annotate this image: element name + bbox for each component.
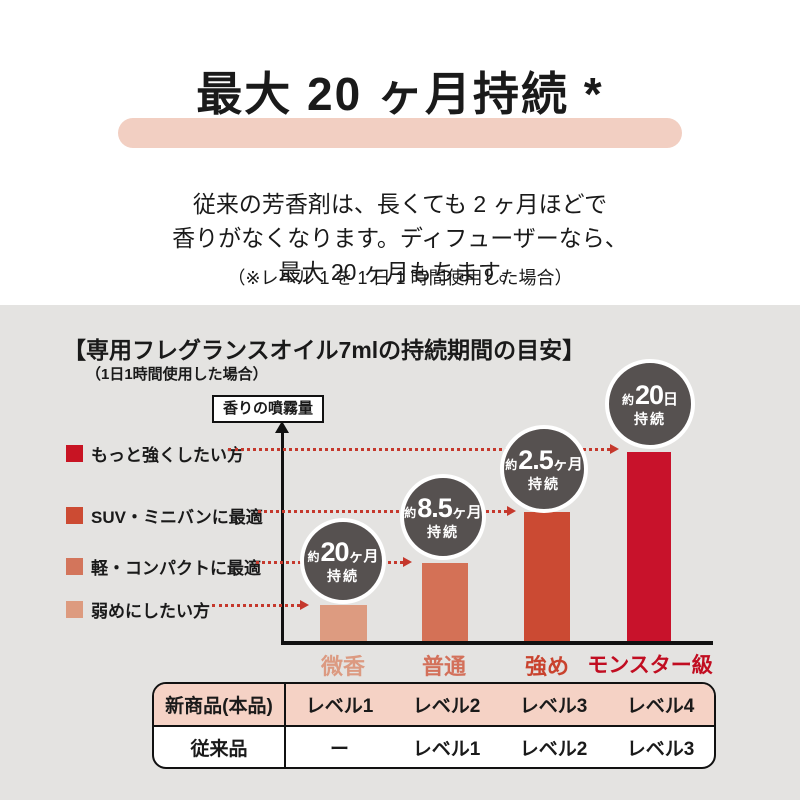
legend-item-suv: SUV・ミニバンに最適 (66, 503, 263, 528)
suffix-label: 持続 (528, 476, 560, 492)
table-row-new-product: 新商品(本品) レベル1 レベル2 レベル3 レベル4 (154, 684, 714, 727)
intro-line-3: 最大 20 ヶ月もちます。 (278, 259, 522, 285)
legend-swatch-icon (66, 445, 83, 462)
row-header: 新商品(本品) (154, 684, 286, 725)
legend-label: もっと強くしたい方 (91, 446, 244, 465)
chart-heading: 【専用フレグランスオイル7mlの持続期間の目安】 (63, 337, 586, 363)
intro-note: （※レベル 1 を 1 日 1 時間使用した場合） (227, 268, 573, 288)
intro-line-1: 従来の芳香剤は、長くても 2 ヶ月ほどで (192, 191, 608, 217)
duration-value: 約 20 日 (622, 382, 678, 409)
duration-badge-tsuyome: 約 2.5 ヶ月 持続 (500, 425, 588, 513)
intro-line-2: 香りがなくなります。ディフューザーなら、 (172, 225, 628, 251)
x-label-monster: モンスター級 (587, 654, 713, 677)
bar-futsuu (422, 563, 468, 641)
x-label-futsuu: 普通 (421, 654, 466, 679)
dotted-arrow-to-bar-4 (228, 444, 619, 454)
chart-panel: 【専用フレグランスオイル7mlの持続期間の目安】 （1日1時間使用した場合） 香… (0, 305, 800, 800)
legend-item-strongest: もっと強くしたい方 (66, 441, 244, 466)
dotted-arrow-to-bar-1 (212, 600, 309, 610)
level-comparison-table: 新商品(本品) レベル1 レベル2 レベル3 レベル4 従来品 ー レベル1 レ… (152, 682, 716, 769)
legend-label: 軽・コンパクトに最適 (91, 559, 261, 578)
value-label: 20 (320, 537, 349, 567)
legend-item-weak: 弱めにしたい方 (66, 597, 210, 622)
table-cell: レベル2 (412, 696, 481, 717)
unit-label: 日 (663, 391, 679, 408)
approx-label: 約 (404, 506, 417, 520)
suffix-label: 持続 (427, 524, 459, 540)
legend-swatch-icon (66, 558, 83, 575)
table-cell: レベル4 (626, 696, 695, 717)
duration-badge-futsuu: 約 8.5 ヶ月 持続 (400, 474, 486, 560)
y-axis-line (281, 432, 284, 643)
x-label-bikou: 微香 (320, 654, 365, 679)
bar-tsuyome (524, 512, 570, 641)
duration-value: 約 2.5 ヶ月 (505, 447, 583, 474)
table-cell: レベル1 (305, 696, 374, 717)
unit-label: ヶ月 (552, 456, 583, 473)
table-cell: レベル3 (519, 696, 588, 717)
table-cell: レベル3 (626, 739, 695, 760)
legend-swatch-icon (66, 601, 83, 618)
unit-label: ヶ月 (451, 504, 482, 521)
suffix-label: 持続 (327, 568, 359, 584)
table-cell: レベル2 (519, 739, 588, 760)
approx-label: 約 (505, 458, 518, 472)
chart-subheading: （1日1時間使用した場合） (86, 366, 268, 383)
dotted-arrow-to-bar-3 (258, 506, 516, 516)
duration-value: 約 8.5 ヶ月 (404, 495, 482, 522)
bar-bikou (320, 605, 367, 641)
x-axis-line (281, 641, 713, 645)
row-header: 従来品 (154, 727, 286, 767)
value-label: 2.5 (518, 445, 554, 475)
suffix-label: 持続 (634, 411, 666, 427)
unit-label: ヶ月 (348, 548, 379, 565)
approx-label: 約 (307, 550, 320, 564)
bar-monster (627, 452, 671, 641)
intro-paragraph: 従来の芳香剤は、長くても 2 ヶ月ほどで 香りがなくなります。ディフューザーなら… (0, 187, 800, 289)
table-cell: ー (329, 739, 349, 760)
legend-label: 弱めにしたい方 (91, 602, 210, 621)
y-axis-label: 香りの噴霧量 (212, 395, 324, 423)
value-label: 20 (634, 380, 664, 410)
duration-badge-monster: 約 20 日 持続 (605, 359, 695, 449)
legend-label: SUV・ミニバンに最適 (91, 508, 263, 527)
table-row-conventional: 従来品 ー レベル1 レベル2 レベル3 (154, 727, 714, 767)
value-label: 8.5 (417, 493, 453, 523)
x-label-tsuyome: 強め (524, 654, 569, 679)
page-title: 最大 20 ヶ月持続 * (196, 68, 604, 120)
y-axis-arrowhead-icon (275, 421, 289, 433)
duration-value: 約 20 ヶ月 (307, 539, 378, 566)
table-cell: レベル1 (412, 739, 481, 760)
legend-item-compact: 軽・コンパクトに最適 (66, 554, 261, 579)
title-highlight-bar (118, 118, 682, 148)
approx-label: 約 (621, 393, 634, 407)
legend-swatch-icon (66, 507, 83, 524)
duration-badge-bikou: 約 20 ヶ月 持続 (300, 518, 386, 604)
